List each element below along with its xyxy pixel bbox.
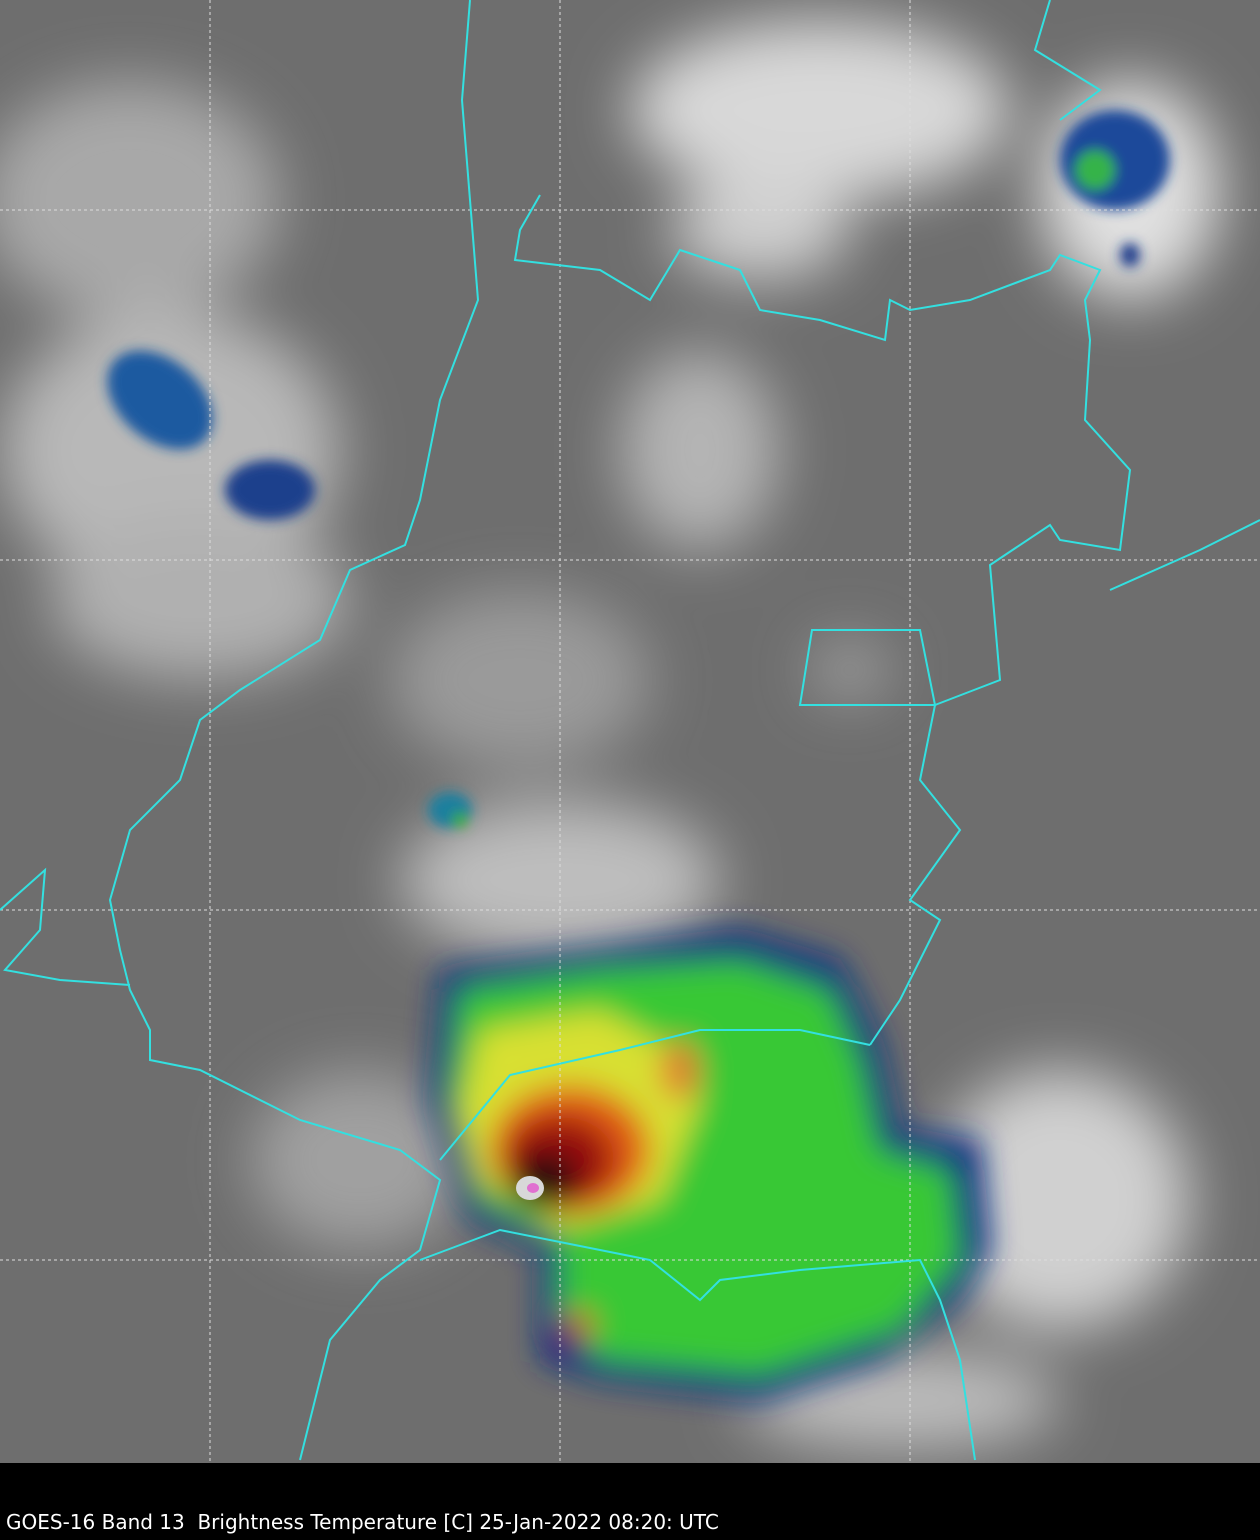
- caption: GOES-16 Band 13 Brightness Temperature […: [6, 1510, 719, 1534]
- storm-core: [527, 1183, 539, 1193]
- storm: [430, 930, 990, 1400]
- satellite-image: [0, 0, 1260, 1463]
- caption-bar: GOES-16 Band 13 Brightness Temperature […: [0, 1463, 1260, 1540]
- borders: [0, 0, 1260, 1461]
- cold-cloud-tops: [107, 110, 1170, 828]
- lat-lon-grid: [0, 0, 1260, 1463]
